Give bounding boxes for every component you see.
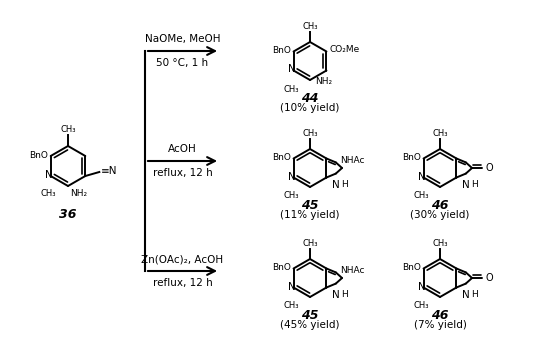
Text: (45% yield): (45% yield) [280, 320, 340, 330]
Text: N: N [462, 290, 470, 300]
Text: 46: 46 [431, 199, 449, 212]
Text: NHAc: NHAc [340, 266, 364, 275]
Text: CH₃: CH₃ [414, 300, 430, 310]
Text: N: N [288, 172, 295, 182]
Text: CO₂Me: CO₂Me [329, 45, 360, 54]
Text: CH₃: CH₃ [302, 22, 318, 31]
Text: 46: 46 [431, 309, 449, 322]
Text: N: N [332, 180, 340, 190]
Text: ≡N: ≡N [101, 166, 118, 176]
Text: (30% yield): (30% yield) [410, 210, 470, 220]
Text: (7% yield): (7% yield) [414, 320, 466, 330]
Text: H: H [471, 180, 478, 189]
Text: NaOMe, MeOH: NaOMe, MeOH [145, 34, 220, 44]
Text: 45: 45 [301, 309, 319, 322]
Text: N: N [288, 282, 295, 291]
Text: CH₃: CH₃ [432, 239, 448, 248]
Text: BnO: BnO [272, 153, 290, 162]
Text: 45: 45 [301, 199, 319, 212]
Text: CH₃: CH₃ [60, 125, 76, 134]
Text: (10% yield): (10% yield) [280, 103, 340, 113]
Text: N: N [417, 282, 425, 291]
Text: O: O [485, 273, 493, 283]
Text: CH₃: CH₃ [302, 239, 318, 248]
Text: BnO: BnO [402, 263, 421, 272]
Text: N: N [288, 64, 295, 74]
Text: CH₃: CH₃ [414, 191, 430, 200]
Text: NH₂: NH₂ [315, 78, 332, 86]
Text: AcOH: AcOH [168, 144, 197, 154]
Text: CH₃: CH₃ [302, 129, 318, 138]
Text: H: H [341, 180, 348, 189]
Text: 36: 36 [59, 208, 77, 221]
Text: reflux, 12 h: reflux, 12 h [153, 168, 212, 178]
Text: BnO: BnO [272, 46, 290, 55]
Text: CH₃: CH₃ [432, 129, 448, 138]
Text: N: N [45, 170, 53, 180]
Text: 44: 44 [301, 92, 319, 105]
Text: O: O [485, 163, 493, 173]
Text: H: H [341, 290, 348, 299]
Text: N: N [417, 172, 425, 182]
Text: BnO: BnO [29, 152, 48, 161]
Text: CH₃: CH₃ [284, 84, 299, 93]
Text: BnO: BnO [272, 263, 290, 272]
Text: N: N [332, 290, 340, 300]
Text: NHAc: NHAc [340, 156, 364, 165]
Text: H: H [471, 290, 478, 299]
Text: NH₂: NH₂ [70, 189, 87, 198]
Text: (11% yield): (11% yield) [280, 210, 340, 220]
Text: CH₃: CH₃ [284, 300, 299, 310]
Text: 50 °C, 1 h: 50 °C, 1 h [156, 58, 208, 68]
Text: BnO: BnO [402, 153, 421, 162]
Text: N: N [462, 180, 470, 190]
Text: CH₃: CH₃ [41, 189, 57, 198]
Text: CH₃: CH₃ [284, 191, 299, 200]
Text: reflux, 12 h: reflux, 12 h [153, 278, 212, 288]
Text: Zn(OAc)₂, AcOH: Zn(OAc)₂, AcOH [141, 254, 223, 264]
